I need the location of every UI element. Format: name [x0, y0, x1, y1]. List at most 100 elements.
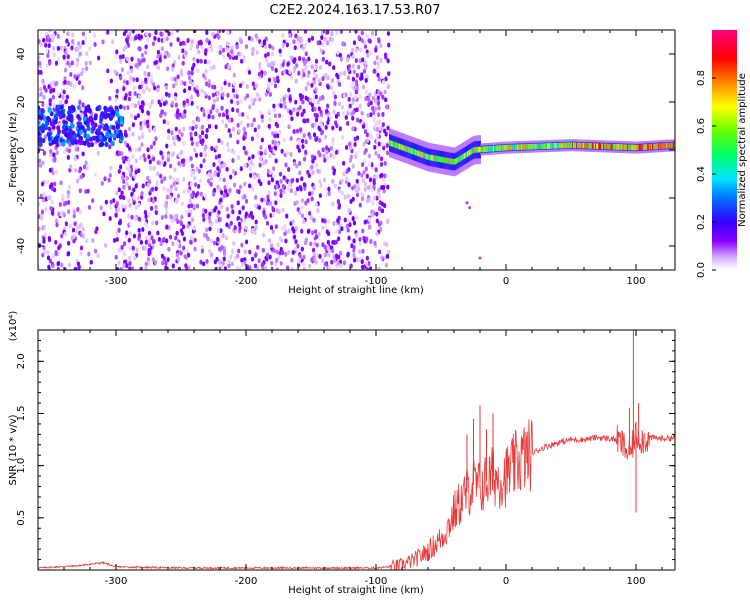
spectrogram-cell [109, 78, 113, 84]
spectrogram-cell [156, 160, 160, 165]
spectrogram-cell [285, 213, 289, 219]
spectrogram-cell [477, 146, 479, 153]
spectrogram-cell [318, 253, 322, 259]
spectrogram-cell [51, 37, 55, 43]
spectrogram-cell [257, 124, 261, 130]
spectrogram-cell [200, 44, 204, 50]
spectrogram-cell [260, 114, 264, 120]
spectrogram-cell [128, 231, 132, 237]
spectrogram-cell [194, 124, 198, 130]
spectrogram-cell [452, 158, 454, 165]
spectrogram-cell [186, 38, 190, 43]
spectrogram-cell [365, 132, 370, 138]
spectrogram-cell [176, 37, 180, 43]
spectrogram-cell [199, 40, 203, 46]
spectrogram-cell [287, 249, 291, 255]
spectrogram-cell [160, 46, 164, 52]
spectrogram-cell [93, 42, 97, 47]
spectrogram-cell [154, 204, 158, 210]
spectrogram-cell [108, 216, 112, 221]
spectrogram-cell [148, 102, 152, 107]
spectrogram-cell [298, 105, 302, 110]
spectrogram-cell [661, 143, 663, 149]
spectrogram-cell [76, 178, 80, 184]
spectrogram-cell [347, 182, 351, 187]
spectrogram-cell [429, 154, 432, 161]
spectrogram-cell [322, 153, 326, 159]
spectrogram-cell [616, 144, 619, 150]
spectrogram-cell [153, 60, 157, 66]
spectrogram-cell [296, 144, 300, 150]
spectrogram-cell [345, 223, 349, 229]
spectrogram-cell [119, 266, 123, 270]
spectrogram-cell [509, 144, 512, 151]
spectrogram-cell [79, 232, 83, 238]
spectrogram-cell [206, 178, 211, 184]
spectrogram-cell [236, 200, 240, 206]
spectrogram-cell [65, 138, 70, 144]
spectrogram-cell [505, 144, 507, 151]
spectrogram-cell [641, 144, 644, 151]
spectrogram-cell [48, 101, 52, 107]
spectrogram-cell [38, 243, 42, 248]
spectrogram-cell [227, 259, 231, 265]
spectrogram-cell [474, 147, 476, 153]
spectrogram-cell [172, 83, 176, 89]
spectrogram-cell [190, 39, 194, 44]
spectrogram-cell [300, 38, 304, 43]
spectrogram-cell [125, 56, 130, 62]
spectrogram-cell [204, 48, 208, 53]
spectrogram-cell [230, 49, 234, 54]
spectrogram-cell [51, 253, 55, 259]
spectrogram-cell [74, 139, 79, 145]
spectrogram-cell [302, 46, 306, 51]
spectrogram-cell [292, 39, 296, 45]
spectrogram-cell [131, 30, 135, 34]
spectrogram-cell [168, 194, 172, 200]
spectrogram-cell [384, 76, 388, 82]
spectrogram-cell [478, 146, 480, 153]
spectrogram-cell [352, 85, 356, 91]
spectrogram-cell [216, 213, 220, 219]
spectrogram-cell [219, 228, 223, 234]
spectrogram-cell [310, 123, 315, 128]
spectrogram-cell [257, 205, 262, 210]
spectrogram-cell [301, 138, 305, 144]
spectrogram-cell [363, 40, 367, 46]
spectrogram-cell [316, 99, 320, 105]
spectrogram-cell [189, 239, 193, 245]
spectrogram-cell [302, 156, 307, 162]
spectrogram-cell [293, 246, 298, 252]
spectrogram-cell [42, 37, 46, 43]
spectrogram-cell [340, 263, 344, 269]
spectrogram-cell [251, 162, 255, 168]
spectrogram-cell [246, 122, 250, 128]
spectrogram-cell [129, 167, 134, 173]
spectrogram-cell [190, 70, 194, 76]
spectrogram-cell [85, 165, 89, 171]
spectrogram-cell [208, 211, 212, 217]
spectrogram-cell [73, 267, 77, 270]
snr-series-line [38, 419, 675, 570]
spectrogram-cell [64, 99, 69, 104]
spectrogram-cell [366, 52, 370, 58]
spectrogram-cell [198, 178, 203, 184]
spectrogram-cell [293, 65, 297, 71]
spectrogram-cell [368, 133, 372, 139]
spectrogram-ytick-label: -40 [16, 238, 27, 254]
spectrogram-cell [176, 134, 180, 140]
spectrogram-cell [438, 156, 441, 163]
spectrogram-cell [127, 133, 132, 139]
spectrogram-cell [585, 142, 588, 149]
spectrogram-cell [591, 143, 594, 149]
spectrogram-cell [152, 166, 156, 171]
spectrogram-cell [148, 32, 152, 38]
spectrogram-cell [340, 226, 344, 232]
spectrogram-cell [437, 156, 440, 162]
spectrogram-cell [130, 56, 134, 62]
spectrogram-cell [165, 36, 169, 42]
spectrogram-cell [334, 221, 338, 226]
spectrogram-cell [365, 33, 369, 39]
spectrogram-cell [670, 142, 673, 149]
spectrogram-cell [409, 147, 412, 154]
